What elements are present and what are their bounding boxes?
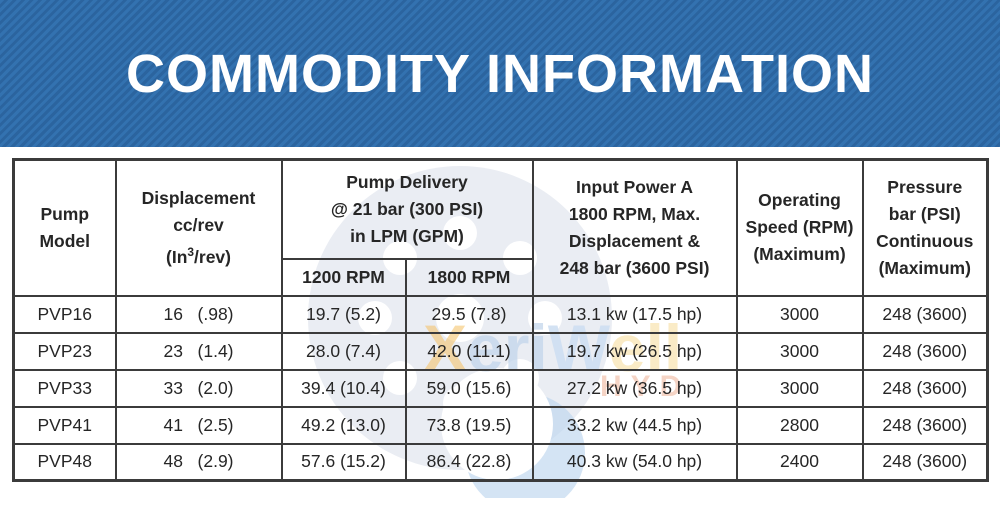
cell-input-power: 27.2 kw (36.5 hp) <box>531 368 738 408</box>
cell-delivery-1800: 73.8 (19.5) <box>404 405 534 445</box>
page-title: COMMODITY INFORMATION <box>126 43 874 104</box>
header-line: (Maximum) <box>753 244 846 265</box>
cell-pressure: 248 (3600) <box>861 405 989 445</box>
table-row-pvp23: PVP23 23 (1.4) 28.0 (7.4) 42.0 (11.1) 19… <box>12 331 989 371</box>
header-operating-speed: Operating Speed (RPM) (Maximum) <box>735 158 864 297</box>
commodity-table: Pump Model Displacement cc/rev (In3/rev)… <box>12 158 989 482</box>
cell-pump-model: PVP23 <box>12 331 117 371</box>
cell-pump-model: PVP48 <box>12 442 117 482</box>
header-line: Speed (RPM) <box>745 217 854 238</box>
header-line: Displacement & <box>568 230 701 251</box>
header-line: Displacement <box>141 187 256 208</box>
header-line: bar (PSI) <box>888 203 961 224</box>
table-row-pvp41: PVP41 41 (2.5) 49.2 (13.0) 73.8 (19.5) 3… <box>12 405 989 445</box>
cell-input-power: 13.1 kw (17.5 hp) <box>531 294 738 334</box>
cell-input-power: 40.3 kw (54.0 hp) <box>531 442 738 482</box>
header-1800-rpm: 1800 RPM <box>404 257 534 297</box>
table-row-pvp48: PVP48 48 (2.9) 57.6 (15.2) 86.4 (22.8) 4… <box>12 442 989 482</box>
cell-delivery-1800: 29.5 (7.8) <box>404 294 534 334</box>
header-line: (Maximum) <box>878 257 971 278</box>
header-line-pre: (In <box>166 246 188 267</box>
header-line: 248 bar (3600 PSI) <box>559 257 710 278</box>
cell-input-power: 19.7 kw (26.5 hp) <box>531 331 738 371</box>
cell-displacement: 33 (2.0) <box>114 368 283 408</box>
title-banner: COMMODITY INFORMATION <box>0 0 1000 147</box>
cell-pressure: 248 (3600) <box>861 294 989 334</box>
cell-operating-speed: 3000 <box>735 294 864 334</box>
header-displacement: Displacement cc/rev (In3/rev) <box>114 158 283 297</box>
header-line: cc/rev <box>173 214 224 235</box>
header-line: Pressure <box>887 176 963 197</box>
cell-operating-speed: 2400 <box>735 442 864 482</box>
header-row-main: Pump Model Displacement cc/rev (In3/rev)… <box>12 158 989 297</box>
header-line-with-superscript: (In3/rev) <box>119 239 279 271</box>
header-pump-model: Pump Model <box>12 158 117 297</box>
header-line: 1800 RPM, Max. <box>568 203 701 224</box>
cell-pump-model: PVP41 <box>12 405 117 445</box>
cell-pressure: 248 (3600) <box>861 368 989 408</box>
cell-delivery-1200: 57.6 (15.2) <box>280 442 407 482</box>
cell-pump-model: PVP33 <box>12 368 117 408</box>
header-line: Operating <box>758 190 841 211</box>
header-line: Model <box>39 230 91 251</box>
cell-pressure: 248 (3600) <box>861 442 989 482</box>
header-input-power: Input Power A 1800 RPM, Max. Displacemen… <box>531 158 738 297</box>
cell-displacement: 23 (1.4) <box>114 331 283 371</box>
cell-operating-speed: 3000 <box>735 331 864 371</box>
cell-operating-speed: 3000 <box>735 368 864 408</box>
header-line: Continuous <box>876 230 974 251</box>
header-line: in LPM (GPM) <box>350 225 464 246</box>
cell-pressure: 248 (3600) <box>861 331 989 371</box>
header-line-post: /rev) <box>194 246 231 267</box>
cell-pump-model: PVP16 <box>12 294 117 334</box>
header-1200-rpm: 1200 RPM <box>280 257 407 297</box>
cell-displacement: 48 (2.9) <box>114 442 283 482</box>
cell-delivery-1800: 59.0 (15.6) <box>404 368 534 408</box>
header-line: Pump <box>40 203 90 224</box>
cell-delivery-1200: 28.0 (7.4) <box>280 331 407 371</box>
superscript-3: 3 <box>187 244 195 259</box>
cell-displacement: 16 (.98) <box>114 294 283 334</box>
cell-input-power: 33.2 kw (44.5 hp) <box>531 405 738 445</box>
cell-displacement: 41 (2.5) <box>114 405 283 445</box>
header-line: Pump Delivery <box>346 171 468 192</box>
cell-operating-speed: 2800 <box>735 405 864 445</box>
header-line: Input Power A <box>576 176 693 197</box>
table-row-pvp16: PVP16 16 (.98) 19.7 (5.2) 29.5 (7.8) 13.… <box>12 294 989 334</box>
cell-delivery-1200: 49.2 (13.0) <box>280 405 407 445</box>
cell-delivery-1800: 42.0 (11.1) <box>404 331 534 371</box>
header-line: @ 21 bar (300 PSI) <box>330 198 484 219</box>
cell-delivery-1200: 39.4 (10.4) <box>280 368 407 408</box>
table-row-pvp33: PVP33 33 (2.0) 39.4 (10.4) 59.0 (15.6) 2… <box>12 368 989 408</box>
cell-delivery-1800: 86.4 (22.8) <box>404 442 534 482</box>
header-pressure: Pressure bar (PSI) Continuous (Maximum) <box>861 158 989 297</box>
cell-delivery-1200: 19.7 (5.2) <box>280 294 407 334</box>
header-pump-delivery: Pump Delivery @ 21 bar (300 PSI) in LPM … <box>280 158 534 260</box>
